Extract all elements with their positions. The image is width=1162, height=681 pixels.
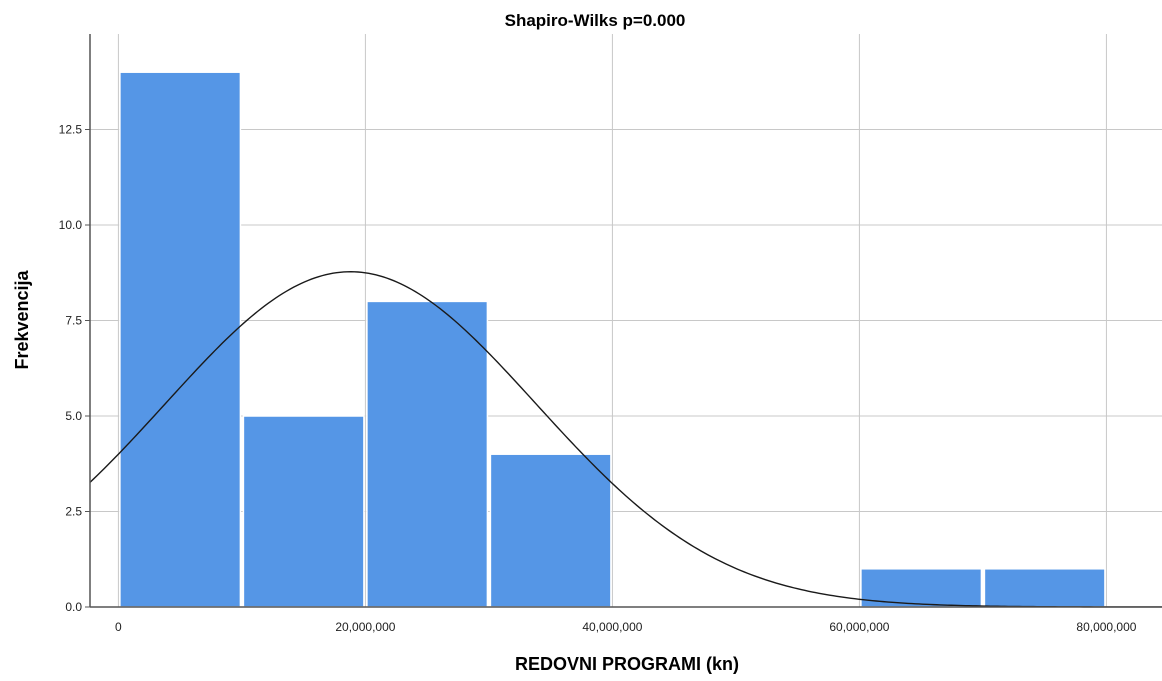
x-tick-label-4: 80,000,000 bbox=[1076, 620, 1136, 634]
normal-curve-layer bbox=[89, 271, 1162, 608]
normal-curve bbox=[89, 271, 1162, 608]
y-tick-label-4: 10.0 bbox=[59, 218, 83, 232]
y-axis-title: Frekvencija bbox=[12, 269, 32, 369]
histogram-bar-0 bbox=[119, 71, 242, 608]
x-tick-label-2: 40,000,000 bbox=[582, 620, 642, 634]
y-tick-label-1: 2.5 bbox=[65, 505, 82, 519]
chart-title: Shapiro-Wilks p=0.000 bbox=[505, 11, 686, 30]
histogram-bar-5 bbox=[983, 568, 1106, 608]
y-tick-label-5: 12.5 bbox=[59, 123, 83, 137]
x-axis-title: REDOVNI PROGRAMI (kn) bbox=[515, 654, 739, 674]
y-tick-label-3: 7.5 bbox=[65, 314, 82, 328]
y-tick-label-0: 0.0 bbox=[65, 600, 82, 614]
y-tick-labels: 0.0 2.5 5.0 7.5 10.0 12.5 bbox=[59, 123, 90, 614]
histogram-bar-4 bbox=[860, 568, 983, 608]
y-tick-label-2: 5.0 bbox=[65, 409, 82, 423]
x-tick-label-0: 0 bbox=[115, 620, 122, 634]
histogram-bar-1 bbox=[242, 415, 365, 608]
x-tick-labels: 0 20,000,000 40,000,000 60,000,000 80,000,00… bbox=[115, 620, 1137, 634]
x-tick-label-3: 60,000,000 bbox=[829, 620, 889, 634]
histogram-bar-2 bbox=[366, 300, 489, 608]
x-tick-label-1: 20,000,000 bbox=[335, 620, 395, 634]
histogram-bar-3 bbox=[489, 453, 612, 608]
